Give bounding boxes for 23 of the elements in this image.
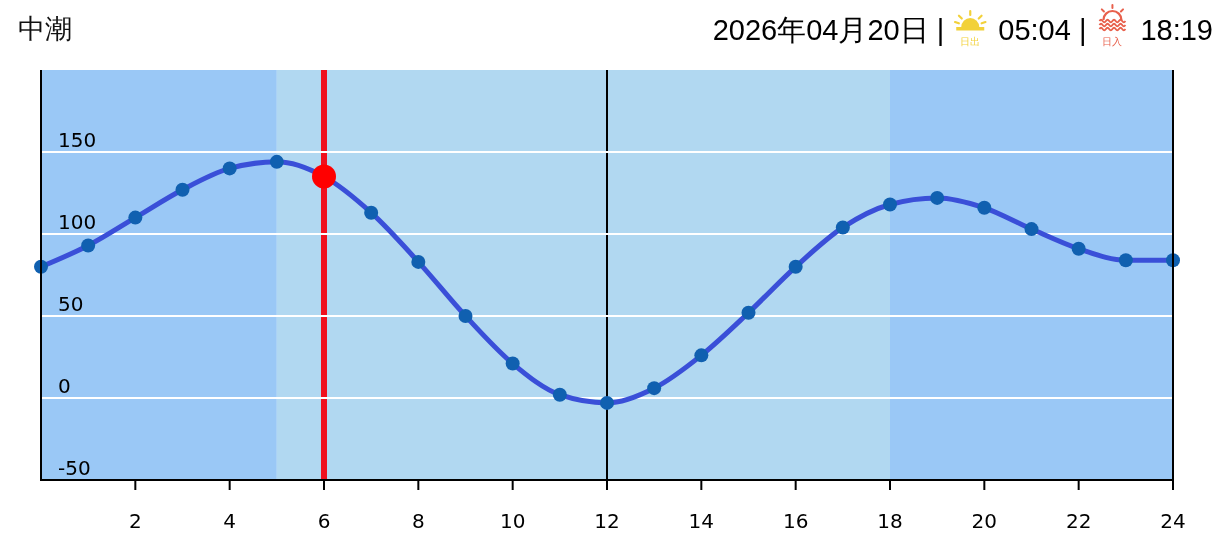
text: 2026年04月20日 | [712, 14, 945, 46]
x-tick-label: 2 [128, 509, 142, 533]
y-tick-label: 50 [58, 292, 84, 316]
x-tick-label: 22 [1065, 509, 1092, 533]
x-tick-label: 8 [411, 509, 425, 533]
text: 日入 [1102, 36, 1123, 47]
x-tick-label: 18 [877, 509, 903, 533]
y-tick-label: 100 [58, 210, 97, 234]
x-tick-label: 14 [688, 509, 715, 533]
y-tick-label: 150 [58, 128, 97, 152]
x-tick-label: 24 [1160, 509, 1186, 533]
x-tick-label: 20 [971, 509, 998, 533]
x-tick-label: 4 [223, 509, 237, 533]
text: 18:19 [1140, 14, 1213, 46]
x-tick-label: 16 [782, 509, 809, 533]
x-tick-label: 6 [317, 509, 331, 533]
x-tick-label: 12 [594, 509, 620, 533]
x-tick-label: 10 [499, 509, 526, 533]
y-tick-label: 0 [58, 374, 71, 398]
text: 05:04 | [998, 14, 1087, 46]
text: 日出 [960, 36, 981, 47]
y-tick-label: -50 [58, 456, 91, 480]
chart-title: 中潮 [18, 14, 72, 44]
